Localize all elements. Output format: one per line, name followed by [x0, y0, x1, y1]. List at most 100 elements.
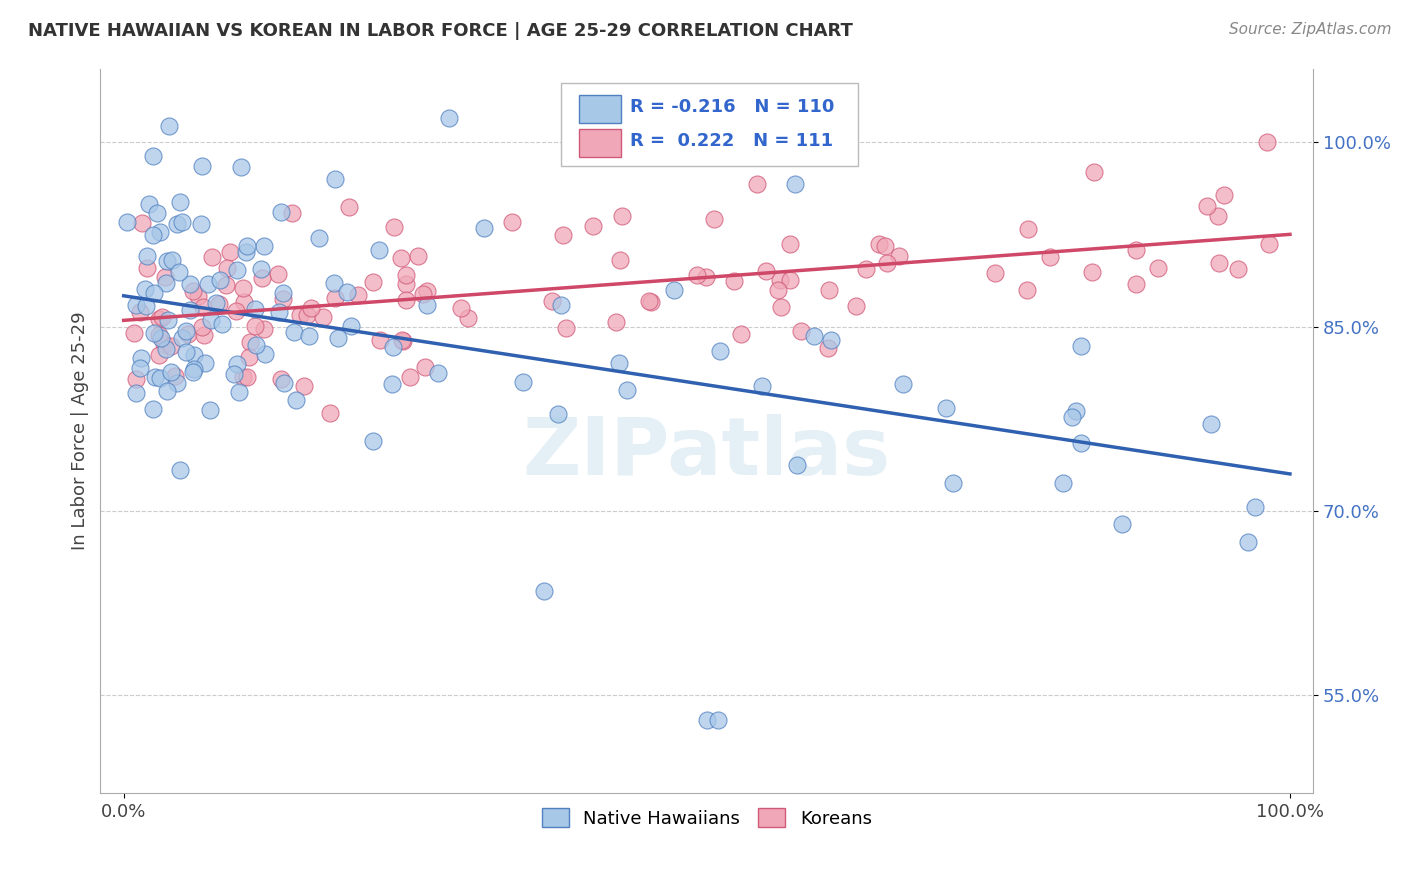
Point — [457, 311, 479, 326]
Point — [190, 217, 212, 231]
Point — [115, 215, 138, 229]
Point — [148, 328, 170, 343]
Point — [319, 405, 342, 419]
Point — [150, 331, 173, 345]
Point — [605, 315, 627, 329]
Point — [709, 343, 731, 358]
Point — [200, 312, 222, 326]
Point — [232, 281, 254, 295]
Point — [125, 298, 148, 312]
Point — [235, 245, 257, 260]
Point — [501, 215, 523, 229]
Point — [779, 272, 801, 286]
Point — [191, 320, 214, 334]
Point — [250, 271, 273, 285]
Point — [1070, 435, 1092, 450]
Point — [149, 225, 172, 239]
Point — [295, 308, 318, 322]
Point — [253, 239, 276, 253]
Point — [873, 238, 896, 252]
Point — [337, 200, 360, 214]
Point — [790, 324, 813, 338]
Point — [150, 310, 173, 324]
Point — [412, 287, 434, 301]
Point — [406, 249, 429, 263]
Point — [323, 291, 346, 305]
Point — [155, 343, 177, 357]
Point — [609, 253, 631, 268]
Point — [160, 339, 183, 353]
Text: Source: ZipAtlas.com: Source: ZipAtlas.com — [1229, 22, 1392, 37]
Point — [747, 177, 769, 191]
Point — [755, 263, 778, 277]
Point — [181, 284, 204, 298]
Point — [125, 372, 148, 386]
Point — [233, 294, 256, 309]
Point — [1256, 135, 1278, 149]
Point — [235, 369, 257, 384]
Point — [817, 341, 839, 355]
Point — [214, 278, 236, 293]
Point — [208, 272, 231, 286]
Point — [803, 329, 825, 343]
Point — [768, 283, 790, 297]
Point — [136, 260, 159, 275]
Point — [160, 253, 183, 268]
Point — [942, 476, 965, 491]
Point — [176, 327, 198, 342]
Point — [167, 265, 190, 279]
Point — [232, 370, 254, 384]
Point — [143, 326, 166, 340]
Point — [156, 313, 179, 327]
Point — [194, 356, 217, 370]
Point — [820, 333, 842, 347]
Point — [779, 237, 801, 252]
Point — [1147, 260, 1170, 275]
Point — [730, 326, 752, 341]
Point — [253, 322, 276, 336]
Text: R =  0.222   N = 111: R = 0.222 N = 111 — [630, 132, 834, 150]
Point — [328, 331, 350, 345]
Point — [868, 236, 890, 251]
Point — [395, 277, 418, 292]
Point — [143, 370, 166, 384]
Point — [271, 285, 294, 300]
Point — [416, 285, 439, 299]
Point — [142, 227, 165, 242]
Point — [308, 230, 330, 244]
Point — [437, 111, 460, 125]
Point — [340, 318, 363, 333]
Point — [695, 270, 717, 285]
Point — [179, 277, 201, 291]
Point — [769, 273, 792, 287]
Point — [273, 376, 295, 391]
Point — [696, 713, 718, 727]
Point — [169, 195, 191, 210]
Text: R = -0.216   N = 110: R = -0.216 N = 110 — [630, 98, 835, 116]
Point — [270, 371, 292, 385]
Point — [129, 351, 152, 365]
Point — [1257, 237, 1279, 252]
Point — [143, 286, 166, 301]
Point — [450, 301, 472, 315]
Point — [174, 325, 197, 339]
Point — [1244, 500, 1267, 514]
Point — [607, 356, 630, 370]
Point — [142, 149, 165, 163]
Point — [149, 371, 172, 385]
Point — [219, 245, 242, 260]
Point — [281, 206, 304, 220]
Point — [157, 119, 180, 133]
Point — [1064, 404, 1087, 418]
Point — [207, 297, 229, 311]
Point — [1017, 222, 1039, 236]
Point — [547, 408, 569, 422]
Point — [211, 317, 233, 331]
Point — [1206, 209, 1229, 223]
Point — [179, 302, 201, 317]
Point — [1237, 535, 1260, 549]
Point — [254, 347, 277, 361]
Point — [707, 713, 730, 727]
Point — [146, 205, 169, 219]
Point — [582, 219, 605, 233]
